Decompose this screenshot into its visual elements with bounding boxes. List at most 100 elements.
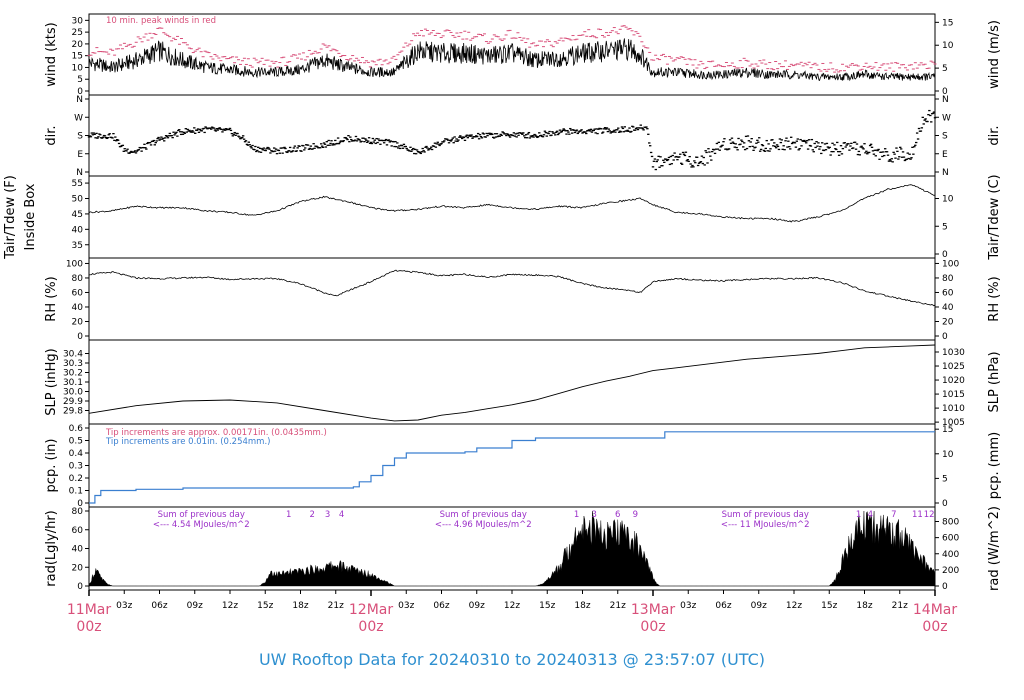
- rh-ytick-label-right: 40: [942, 303, 954, 313]
- wind-ytick-label-left: 10: [72, 63, 84, 73]
- pcp-ytick-label-right: 15: [942, 425, 953, 435]
- wind-ytick-label-right: 0: [942, 87, 948, 97]
- dir-ytick-label-left: E: [77, 150, 83, 160]
- dir-ytick-label-right: W: [942, 113, 951, 123]
- pcp-ytick-label-left: 0.4: [69, 449, 84, 459]
- chart-title: UW Rooftop Data for 20240310 to 20240313…: [258, 650, 766, 669]
- pcp-series: [89, 431, 935, 504]
- rad-hour-marker: 11: [912, 510, 923, 520]
- wind-ytick-label-left: 0: [77, 87, 83, 97]
- day-label-date: 13Mar: [631, 602, 675, 618]
- rad-daily-note-line1: Sum of previous day: [722, 510, 809, 520]
- slp-panel-frame: [88, 339, 936, 425]
- day-label-time: 00z: [922, 619, 947, 635]
- dir-right-label: dir.: [987, 125, 1002, 145]
- x-tick-label: 15z: [821, 601, 837, 611]
- x-tick-label: 12z: [222, 601, 238, 611]
- rad-hour-marker: 1: [574, 510, 579, 520]
- x-tick-label: 03z: [398, 601, 414, 611]
- pcp-left-label: pcp. (in): [44, 439, 59, 493]
- temp-ytick-label-left: 45: [72, 210, 83, 220]
- wind-ytick-label-left: 5: [77, 75, 83, 85]
- x-tick-label: 21z: [610, 601, 626, 611]
- x-tick-label: 18z: [292, 601, 308, 611]
- wind-ytick-label-left: 20: [72, 40, 84, 50]
- dir-ytick-label-left: N: [76, 168, 83, 178]
- x-tick-label: 06z: [715, 601, 731, 611]
- dir-left-label: dir.: [44, 125, 59, 145]
- pcp-ytick-label-right: 10: [942, 450, 954, 460]
- rh-series: [88, 269, 936, 307]
- wind-mean-series: [88, 38, 936, 82]
- rad-hour-marker: 3: [592, 510, 597, 520]
- temp-ytick-label-left: 40: [72, 225, 84, 235]
- slp-ytick-label-left: 30.4: [63, 350, 83, 360]
- rad-ytick-label-right: 800: [942, 518, 959, 528]
- rad-left-label: rad(Lgly/hr): [44, 510, 59, 586]
- slp-ytick-label-left: 30.2: [63, 369, 83, 379]
- temp-series: [88, 184, 936, 223]
- temp-right-label: Tair/Tdew (C): [987, 174, 1002, 260]
- day-label-date: 11Mar: [67, 602, 111, 618]
- x-tick-label: 09z: [469, 601, 485, 611]
- x-tick-label: 21z: [892, 601, 908, 611]
- slp-series: [88, 344, 936, 422]
- x-tick-label: 09z: [751, 601, 767, 611]
- x-tick-label: 15z: [539, 601, 555, 611]
- day-label-date: 14Mar: [913, 602, 957, 618]
- slp-ytick-label-left: 29.8: [63, 407, 83, 417]
- rh-ytick-label-left: 80: [72, 274, 84, 284]
- x-tick-label: 03z: [680, 601, 696, 611]
- slp-ytick-label-right: 1030: [942, 348, 965, 358]
- temp-left-label-2: Inside Box: [23, 183, 38, 250]
- rad-hour-marker: 3: [325, 510, 330, 520]
- rh-ytick-label-right: 20: [942, 317, 954, 327]
- rh-ytick-label-left: 20: [72, 317, 84, 327]
- rad-hour-marker: 6: [615, 510, 620, 520]
- pcp-note-blue: Tip increments are 0.01in. (0.254mm.): [105, 437, 270, 447]
- dir-ytick-label-right: S: [942, 132, 948, 142]
- pcp-ytick-label-left: 0.2: [69, 474, 83, 484]
- rad-daily-note-line1: Sum of previous day: [440, 510, 527, 520]
- rad-hour-marker: 4: [868, 510, 873, 520]
- rad-hour-marker: 2: [310, 510, 315, 520]
- slp-ytick-label-left: 29.9: [63, 397, 83, 407]
- rad-daily-note-line1: Sum of previous day: [158, 510, 245, 520]
- x-tick-label: 06z: [151, 601, 167, 611]
- pcp-ytick-label-left: 0.3: [69, 462, 83, 472]
- slp-ytick-label-right: 1005: [942, 418, 965, 428]
- pcp-ytick-label-left: 0.5: [69, 437, 83, 447]
- rad-ytick-label-left: 60: [72, 526, 84, 536]
- rad-ytick-label-left: 0: [77, 582, 83, 592]
- rad-hour-marker: 1: [286, 510, 291, 520]
- day-label-date: 12Mar: [349, 602, 393, 618]
- rh-ytick-label-left: 100: [66, 259, 83, 269]
- temp-ytick-label-right: 10: [942, 195, 954, 205]
- dir-ytick-label-left: W: [74, 113, 83, 123]
- temp-panel-frame: [88, 175, 936, 259]
- dir-ytick-label-right: N: [942, 168, 949, 178]
- wind-right-label: wind (m/s): [987, 20, 1002, 89]
- dir-ytick-label-right: E: [942, 150, 948, 160]
- slp-ytick-label-right: 1010: [942, 404, 965, 414]
- slp-ytick-label-right: 1020: [942, 376, 965, 386]
- rh-ytick-label-left: 60: [72, 288, 84, 298]
- slp-right-label: SLP (hPa): [987, 351, 1002, 412]
- wind-ytick-label-left: 15: [72, 52, 83, 62]
- rad-ytick-label-left: 40: [72, 545, 84, 555]
- rh-panel-frame: [88, 257, 936, 341]
- day-label-time: 00z: [76, 619, 101, 635]
- temp-ytick-label-right: 0: [942, 250, 948, 260]
- pcp-ytick-label-left: 0: [77, 499, 83, 509]
- slp-ytick-label-left: 30.0: [63, 388, 83, 398]
- rad-hour-marker: 4: [339, 510, 344, 520]
- wind-peak-series: [87, 25, 937, 73]
- temp-ytick-label-right: 5: [942, 222, 948, 232]
- rh-right-label: RH (%): [987, 276, 1002, 321]
- rh-ytick-label-right: 100: [942, 259, 959, 269]
- rh-ytick-label-left: 0: [77, 332, 83, 342]
- pcp-ytick-label-left: 0.1: [69, 487, 83, 497]
- x-tick-label: 12z: [504, 601, 520, 611]
- rad-ytick-label-left: 20: [72, 563, 84, 573]
- rh-ytick-label-right: 0: [942, 332, 948, 342]
